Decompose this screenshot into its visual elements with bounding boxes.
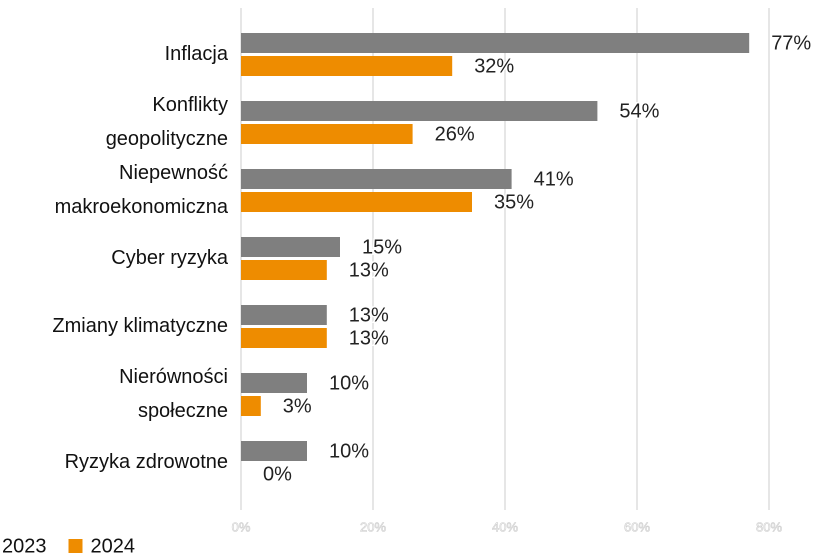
x-tick-label: 20% (360, 519, 386, 534)
legend-label: 2023 (2, 535, 47, 556)
value-label: 13% (349, 259, 389, 281)
y-tick-label: Nierówności społeczne (119, 366, 228, 422)
value-label: 32% (474, 55, 514, 77)
bar (241, 101, 598, 121)
x-tick-label: 80% (756, 519, 782, 534)
value-label: 10% (329, 372, 369, 394)
y-tick-label: Konflikty geopolityczne (105, 94, 228, 150)
bar (241, 441, 307, 461)
value-label: 3% (283, 395, 312, 417)
y-tick-label: Zmiany klimatyczne (52, 315, 228, 337)
bar (241, 373, 307, 393)
bar (241, 192, 472, 212)
bar (241, 328, 327, 348)
bar (241, 396, 261, 416)
x-tick-label: 40% (492, 519, 518, 534)
value-label: 77% (771, 32, 811, 54)
value-label: 0% (263, 463, 292, 485)
value-label: 41% (534, 168, 574, 190)
bar (241, 56, 453, 76)
x-tick-label: 60% (624, 519, 650, 534)
bar (241, 33, 750, 53)
y-tick-label: Cyber ryzyka (111, 247, 228, 269)
value-label: 15% (362, 236, 402, 258)
bar (241, 305, 327, 325)
value-label: 35% (494, 191, 534, 213)
x-tick-label: 0% (232, 519, 251, 534)
value-label: 26% (435, 123, 475, 145)
legend-label: 2024 (91, 535, 136, 556)
y-tick-label: Niepewność makroekonomiczna (54, 162, 228, 218)
bar (241, 124, 413, 144)
value-label: 13% (349, 304, 389, 326)
y-tick-label: Ryzyka zdrowotne (64, 451, 228, 473)
value-label: 10% (329, 440, 369, 462)
value-label: 13% (349, 327, 389, 349)
bar (241, 260, 327, 280)
bar (241, 169, 512, 189)
bar (241, 237, 340, 257)
legend-swatch (68, 539, 83, 553)
y-tick-label: Inflacja (164, 43, 228, 65)
value-label: 54% (619, 100, 659, 122)
